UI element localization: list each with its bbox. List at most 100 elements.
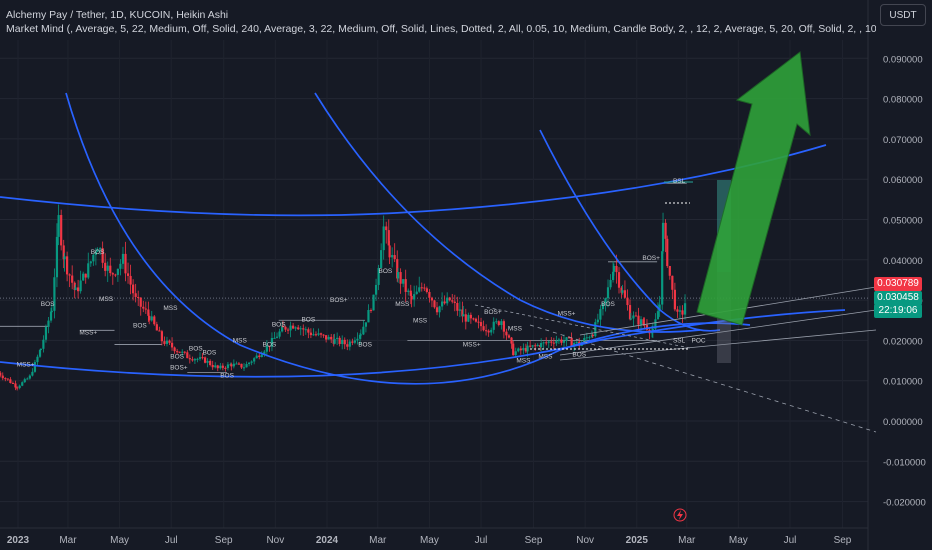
lightning-icon [673, 508, 687, 522]
candle-body [399, 272, 402, 284]
candle-body [165, 340, 169, 344]
structure-label: BOS [220, 372, 234, 379]
candle-body [358, 334, 362, 339]
structure-label: BOS [263, 341, 277, 348]
candle-body [374, 284, 378, 295]
candle-body [372, 294, 375, 311]
candle-body [203, 357, 207, 363]
candle-body [270, 337, 274, 347]
candle-body [114, 274, 117, 276]
structure-label: BOS+ [170, 364, 188, 371]
candle-body [428, 291, 431, 298]
x-tick-label: Nov [266, 535, 284, 546]
candle-body [158, 330, 161, 332]
candle-body [338, 337, 341, 344]
candle-body [661, 251, 664, 305]
candle-body [181, 351, 184, 353]
candle-body [134, 293, 137, 297]
candle-body [560, 339, 563, 343]
candle-body [529, 345, 532, 347]
structure-label: BOS [41, 301, 55, 308]
structure-label: BSL [673, 178, 686, 185]
x-tick-label: Jul [784, 535, 797, 546]
candle-body [263, 351, 266, 355]
candle-body [420, 287, 423, 289]
fan-curve [65, 92, 751, 385]
indicator-settings: Market Mind (, Average, 5, 22, Medium, O… [6, 23, 876, 35]
candle-body [391, 255, 394, 258]
candle-body [629, 318, 632, 320]
candle-body [570, 337, 573, 346]
candle-body [74, 287, 77, 291]
x-tick-label: Mar [678, 535, 696, 546]
y-tick-label: -0.020000 [883, 498, 926, 509]
y-tick-label: 0.060000 [883, 175, 923, 186]
candle-body [47, 320, 50, 327]
candle-body [99, 248, 102, 250]
candle-body [297, 327, 300, 330]
structure-label: BOS [202, 350, 216, 357]
candle-body [639, 319, 643, 325]
candle-body [681, 310, 684, 315]
structure-label: MSS [395, 301, 410, 308]
candle-body [148, 315, 151, 321]
candle-body [404, 279, 407, 292]
candle-body [497, 321, 500, 326]
candle-body [57, 215, 60, 237]
candle-body [343, 339, 346, 345]
candle-body [611, 271, 615, 280]
candle-body [522, 348, 525, 351]
candle-body [211, 364, 214, 368]
candle-body [485, 330, 488, 332]
candle-body [351, 341, 354, 343]
x-tick-label: Mar [369, 535, 387, 546]
structure-label: MSS+ [79, 329, 97, 336]
y-tick-label: 0.010000 [883, 377, 923, 388]
candle-body [42, 339, 45, 349]
candle-body [385, 226, 388, 231]
candle-body [84, 273, 87, 278]
candle-body [28, 375, 31, 379]
candle-body [0, 372, 2, 376]
candle-body [601, 303, 605, 310]
candle-body [36, 356, 39, 363]
candle-body [621, 290, 624, 293]
candle-body [304, 329, 307, 331]
candle-body [438, 306, 441, 313]
candle-body [77, 287, 80, 292]
candle-body [668, 266, 671, 276]
candle-body [492, 321, 495, 330]
trend-ray [559, 309, 877, 356]
candle-body [206, 360, 209, 363]
candle-body [289, 325, 292, 331]
candle-body [626, 297, 629, 306]
candle-body [596, 319, 599, 323]
candle-body [362, 326, 365, 335]
candle-body [317, 333, 320, 335]
candle-body [462, 314, 465, 317]
currency-button[interactable]: USDT [880, 4, 926, 26]
candle-body [201, 357, 204, 359]
candle-body [495, 321, 498, 323]
candle-body [16, 387, 19, 389]
candle-body [547, 341, 550, 343]
candle-body [388, 245, 391, 258]
structure-label: BOS [572, 352, 586, 359]
candle-body [479, 322, 483, 327]
x-tick-label: May [420, 535, 439, 546]
candle-body [678, 310, 682, 312]
candle-body [514, 351, 517, 356]
candle-body [193, 359, 197, 361]
candle-body [265, 345, 268, 352]
structure-label: BOS [301, 316, 315, 323]
structure-label: BOS [189, 345, 203, 352]
candle-body [89, 261, 92, 264]
candle-body [186, 352, 189, 359]
candle-body [38, 350, 42, 357]
candle-body [232, 363, 235, 367]
fan-curve [539, 129, 721, 332]
candle-body [235, 363, 238, 365]
candle-body [467, 314, 470, 322]
candle-body [173, 347, 176, 352]
